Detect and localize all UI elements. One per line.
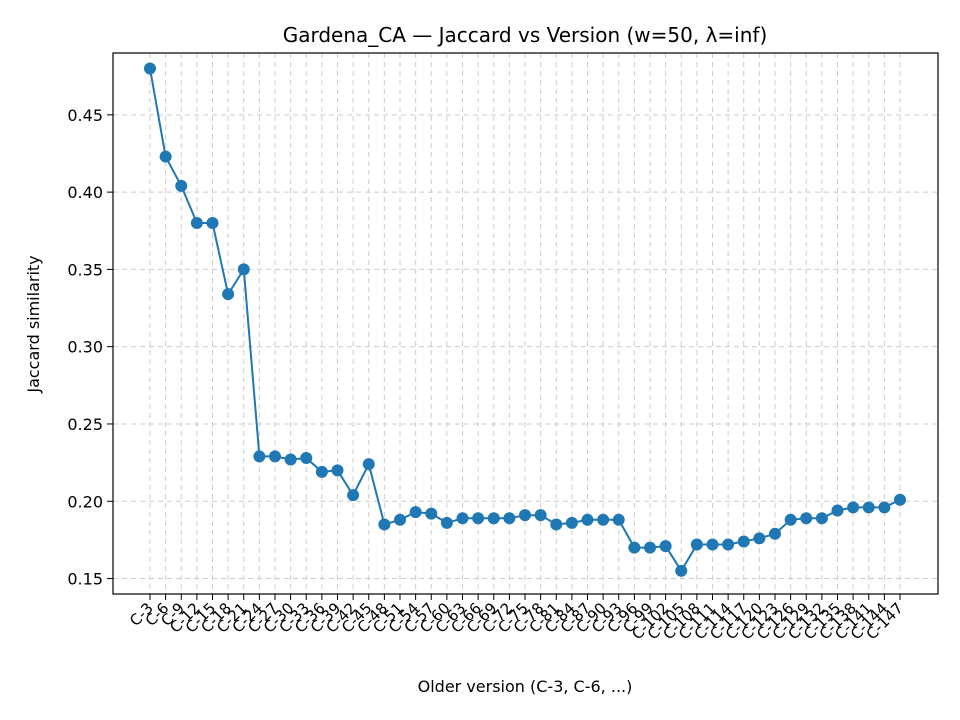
y-tick-label: 0.40 <box>67 183 103 202</box>
y-tick-label: 0.25 <box>67 415 103 434</box>
data-point <box>487 512 500 525</box>
data-point <box>644 541 656 554</box>
data-point <box>737 535 750 548</box>
data-point <box>659 540 672 553</box>
data-point <box>800 512 813 525</box>
data-point <box>347 489 360 502</box>
data-point <box>769 527 781 540</box>
data-point <box>831 504 844 517</box>
y-tick-label: 0.45 <box>67 106 103 125</box>
data-point <box>190 217 203 230</box>
y-tick-label: 0.15 <box>67 570 103 589</box>
series-group <box>144 62 906 577</box>
data-point <box>519 509 531 522</box>
data-point <box>690 538 703 551</box>
y-tick-label: 0.20 <box>67 492 103 511</box>
chart-title: Gardena_CA — Jaccard vs Version (w=50, λ… <box>283 23 768 47</box>
data-point <box>784 513 797 526</box>
data-point <box>612 513 625 526</box>
grid-lines <box>113 53 938 594</box>
data-point <box>534 509 547 522</box>
data-point <box>847 501 860 514</box>
data-point <box>300 451 313 464</box>
data-point <box>565 516 578 529</box>
data-point <box>253 450 266 463</box>
data-point <box>144 62 156 75</box>
data-point <box>269 450 281 463</box>
data-point <box>456 512 469 525</box>
x-axis-ticks: C-3C-6C-9C-12C-15C-18C-21C-24C-27C-30C-3… <box>126 594 907 643</box>
data-point <box>206 217 219 230</box>
data-point <box>409 506 422 519</box>
data-point <box>284 453 297 466</box>
data-point <box>378 518 391 531</box>
data-point <box>440 516 453 529</box>
y-axis-ticks: 0.15 0.20 0.25 0.30 0.35 0.40 0.45 <box>67 106 113 589</box>
data-point <box>550 518 563 531</box>
y-tick-label: 0.35 <box>67 260 103 279</box>
data-point <box>425 507 438 520</box>
data-point <box>394 513 406 526</box>
data-point <box>815 512 828 525</box>
data-point <box>722 538 735 551</box>
data-point <box>222 288 235 301</box>
data-point <box>315 465 328 478</box>
data-point <box>628 541 641 554</box>
data-point <box>675 564 688 577</box>
data-point <box>503 512 516 525</box>
data-point <box>878 501 891 514</box>
data-point <box>706 538 719 551</box>
data-point <box>597 513 610 526</box>
data-point <box>237 263 250 276</box>
data-point <box>894 493 906 506</box>
y-tick-label: 0.30 <box>67 338 103 357</box>
data-point <box>362 458 375 471</box>
data-point <box>175 179 188 192</box>
data-point <box>862 501 875 514</box>
data-point <box>472 512 485 525</box>
y-axis-label: Jaccard similarity <box>24 255 43 393</box>
x-axis-label: Older version (C-3, C-6, ...) <box>418 677 633 696</box>
data-point <box>753 532 766 545</box>
data-point <box>159 150 172 163</box>
data-point <box>581 513 594 526</box>
data-point <box>331 464 344 477</box>
